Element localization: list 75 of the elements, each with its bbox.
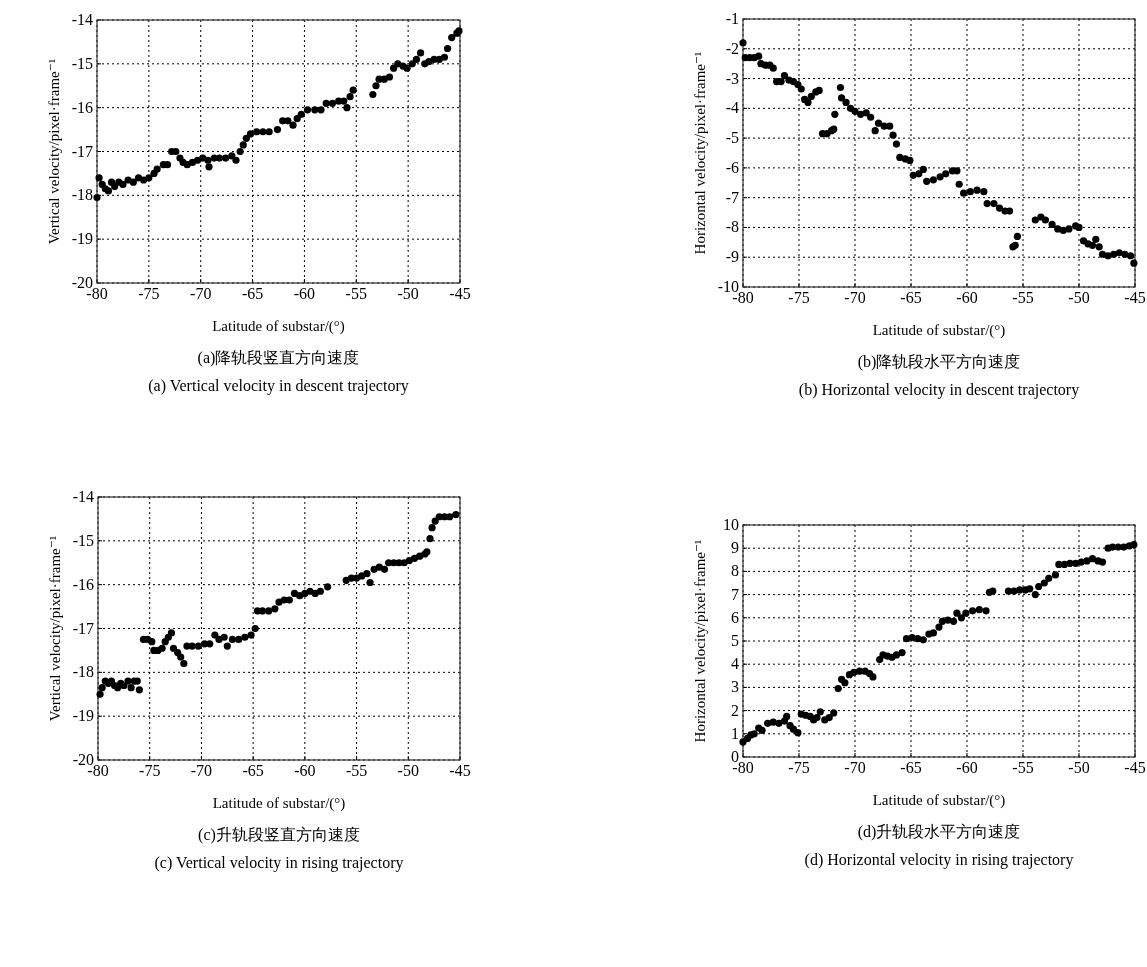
y-tick-label: 7 <box>731 585 739 603</box>
x-tick-label: -55 <box>1012 759 1034 776</box>
x-tick-label: -70 <box>844 289 866 306</box>
x-tick-label: -50 <box>397 285 419 302</box>
y-tick-label: -2 <box>725 39 739 57</box>
y-tick-label: -5 <box>725 129 739 147</box>
x-axis-title: Latitude of substar/(°) <box>872 792 1006 809</box>
y-tick-label: -8 <box>725 218 739 236</box>
text: (c) Vertical velocity in rising trajectory <box>154 854 404 872</box>
y-tick-label: 2 <box>731 701 739 719</box>
y-tick-label: 1 <box>731 724 739 742</box>
x-tick-label: -65 <box>241 285 264 302</box>
y-tick-label: -1 <box>725 10 739 27</box>
y-tick-label: 8 <box>731 562 739 580</box>
y-tick-label: -15 <box>72 531 94 549</box>
x-axis-title: Latitude of substar/(°) <box>212 318 345 335</box>
text: (a) Vertical velocity in descent trajectory <box>148 377 409 395</box>
text: (b) Horizontal velocity in descent trajectory <box>798 381 1080 399</box>
text: (b)降轨段水平方向速度 <box>857 353 1021 371</box>
text: (c)升轨段竖直方向速度 <box>198 826 360 844</box>
y-tick-label: -18 <box>71 186 93 204</box>
y-axis-title: Horizontal velocity/pixel·frame⁻¹ <box>692 51 708 255</box>
x-tick-label: -60 <box>294 762 316 779</box>
x-tick-label: -45 <box>449 285 471 302</box>
text: (a)降轨段竖直方向速度 <box>197 349 360 367</box>
x-tick-label: -65 <box>900 759 922 776</box>
y-tick-label: 4 <box>731 655 739 673</box>
x-tick-label: -75 <box>138 285 160 302</box>
y-tick-label: -16 <box>72 575 94 593</box>
y-tick-label: -15 <box>71 54 93 72</box>
y-tick-label: -14 <box>71 11 93 28</box>
x-tick-label: -50 <box>1068 759 1090 776</box>
y-tick-label: 10 <box>723 516 739 533</box>
y-tick-label: -9 <box>725 248 739 266</box>
x-tick-label: -65 <box>900 289 922 306</box>
y-axis-title: Horizontal velocity/pixel·frame⁻¹ <box>692 539 708 743</box>
x-tick-label: -45 <box>1124 289 1146 306</box>
y-tick-label: -19 <box>71 230 93 248</box>
x-tick-label: -50 <box>397 762 419 779</box>
y-tick-label: 9 <box>731 539 739 557</box>
x-tick-label: -60 <box>293 285 316 302</box>
y-tick-label: 5 <box>731 632 739 649</box>
x-tick-label: -70 <box>190 285 212 302</box>
y-tick-label: -14 <box>72 488 94 505</box>
x-tick-label: -45 <box>1124 759 1146 776</box>
y-tick-label: -16 <box>71 98 93 116</box>
x-tick-label: -55 <box>345 762 368 779</box>
x-tick-label: -70 <box>190 762 213 779</box>
x-tick-label: -60 <box>956 289 978 306</box>
y-tick-label: -18 <box>72 663 94 681</box>
y-tick-label: 6 <box>731 608 739 626</box>
x-tick-label: -45 <box>449 762 471 779</box>
x-tick-label: -70 <box>844 759 866 776</box>
y-tick-label: -17 <box>72 619 94 637</box>
y-axis-title: Vertical velocity/pixel·frame⁻¹ <box>46 58 62 245</box>
x-tick-label: -55 <box>345 285 367 302</box>
y-tick-label: -6 <box>725 158 739 176</box>
y-tick-label: -4 <box>725 99 739 117</box>
y-tick-label: -3 <box>725 69 739 87</box>
x-tick-label: -75 <box>139 762 161 779</box>
x-tick-label: -75 <box>788 289 810 306</box>
x-tick-label: -75 <box>788 759 810 776</box>
x-tick-label: -55 <box>1012 289 1034 306</box>
y-tick-label: 3 <box>731 678 739 696</box>
y-tick-label: -17 <box>71 142 93 160</box>
x-axis-title: Latitude of substar/(°) <box>872 322 1006 339</box>
text: (d) Horizontal velocity in rising trajectory <box>804 851 1074 869</box>
x-tick-label: -50 <box>1068 289 1090 306</box>
x-tick-label: -65 <box>242 762 264 779</box>
y-axis-title: Vertical velocity/pixel·frame⁻¹ <box>47 535 63 722</box>
text: (d)升轨段水平方向速度 <box>857 823 1021 841</box>
x-tick-label: -60 <box>956 759 978 776</box>
x-axis-title: Latitude of substar/(°) <box>212 795 346 812</box>
y-tick-label: -19 <box>72 707 94 725</box>
y-tick-label: -7 <box>725 188 739 206</box>
